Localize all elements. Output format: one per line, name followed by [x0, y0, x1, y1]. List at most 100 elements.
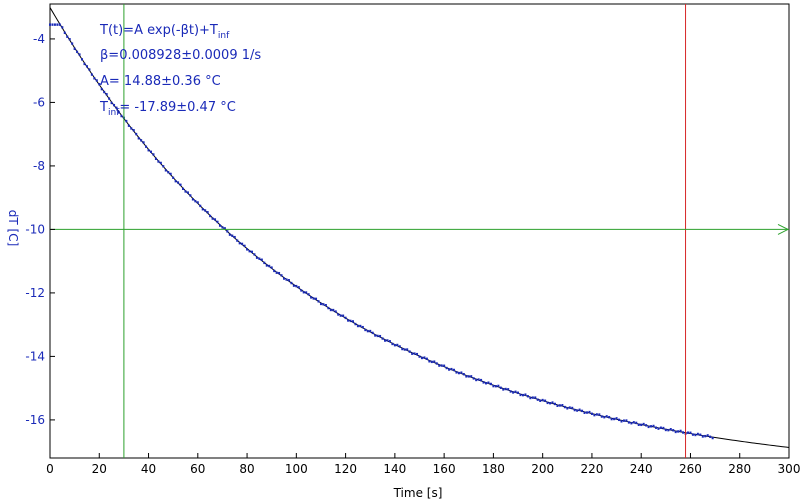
data-point [509, 390, 512, 393]
data-point [137, 137, 140, 140]
data-point [159, 161, 162, 165]
data-point [265, 264, 268, 267]
data-point [66, 35, 69, 38]
data-point [512, 391, 515, 394]
data-point [396, 343, 399, 347]
data-point [391, 342, 394, 346]
fit-formula: T(t)=A exp(-βt)+Tinf [99, 23, 230, 41]
data-point [260, 258, 263, 261]
data-point [696, 432, 699, 436]
data-point [120, 114, 123, 118]
data-point [214, 218, 217, 221]
x-tick-label: 180 [482, 462, 505, 476]
data-point [435, 362, 438, 365]
data-point [480, 378, 483, 382]
data-point [71, 42, 74, 45]
data-point [526, 395, 529, 398]
data-point [694, 433, 697, 437]
data-point [654, 426, 657, 429]
data-point [228, 233, 231, 236]
data-point [61, 26, 64, 29]
data-point [236, 239, 239, 242]
data-point [189, 194, 192, 197]
data-point [645, 424, 648, 427]
data-point [307, 293, 310, 296]
data-point [386, 339, 389, 342]
x-tick-label: 0 [46, 462, 54, 476]
data-point [302, 291, 305, 294]
y-tick-label: -4 [33, 32, 45, 46]
data-point [211, 217, 214, 220]
data-point [487, 381, 490, 384]
data-point [221, 226, 224, 229]
data-point [113, 103, 116, 107]
x-tick-label: 200 [531, 462, 554, 476]
data-point [519, 393, 522, 397]
data-point [672, 429, 675, 432]
data-point [253, 253, 256, 256]
data-point [595, 413, 598, 416]
data-point [632, 421, 635, 424]
data-point [610, 417, 613, 421]
data-point [169, 172, 172, 176]
data-point [521, 393, 524, 397]
data-point [588, 410, 591, 414]
data-point [450, 367, 453, 371]
data-point [600, 415, 603, 418]
data-point [603, 416, 606, 419]
data-point [275, 271, 278, 274]
data-point [428, 360, 431, 363]
data-point [58, 23, 61, 26]
data-point [384, 339, 387, 342]
data-point [147, 149, 150, 152]
data-point [403, 348, 406, 351]
data-point [549, 402, 552, 405]
data-point [182, 187, 185, 191]
data-point [364, 328, 367, 332]
data-point [571, 406, 574, 410]
y-axis-ticks: -4 -6 -8 -10 -12 -14 -16 [25, 32, 55, 427]
fit-formula-main: T(t)=A exp(-βt)+T [99, 23, 218, 38]
data-point [411, 352, 414, 355]
data-point [379, 334, 382, 338]
data-point [408, 350, 411, 353]
x-axis-title: Time [s] [393, 486, 443, 500]
data-point [489, 382, 492, 386]
data-point [317, 300, 320, 303]
data-point [324, 304, 327, 307]
data-point [374, 334, 377, 337]
data-point [319, 302, 322, 306]
data-point [445, 366, 448, 370]
data-point [667, 428, 670, 432]
data-point [457, 371, 460, 375]
data-point [95, 79, 98, 82]
data-point [329, 308, 332, 312]
data-point [583, 411, 586, 414]
data-point [652, 424, 655, 428]
data-point [194, 199, 197, 203]
data-point [448, 368, 451, 371]
data-point [674, 430, 677, 434]
data-point [470, 375, 473, 378]
data-point [381, 337, 384, 340]
data-point [507, 388, 510, 391]
x-tick-label: 100 [285, 462, 308, 476]
data-point [297, 286, 300, 289]
data-point [110, 101, 113, 105]
data-point [443, 364, 446, 367]
data-point [152, 153, 155, 156]
data-point [63, 31, 66, 34]
data-point [659, 426, 662, 429]
data-point [635, 421, 638, 425]
data-point [186, 191, 189, 194]
data-point [534, 396, 537, 399]
y-tick-label: -6 [33, 95, 45, 109]
fit-tinf-sub: inf [108, 108, 120, 118]
data-point [231, 234, 234, 237]
data-point [615, 417, 618, 420]
data-point [401, 347, 404, 351]
data-point [531, 396, 534, 399]
data-point [682, 431, 685, 434]
data-point [558, 404, 561, 407]
data-point [529, 396, 532, 400]
